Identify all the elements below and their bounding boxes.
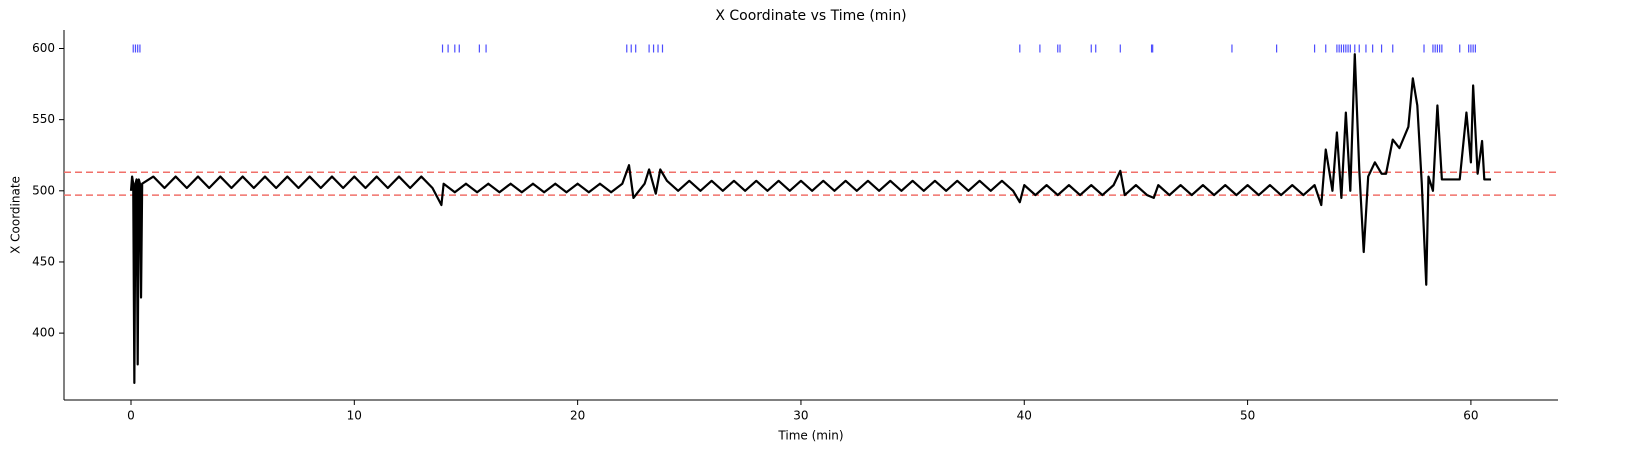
y-tick-label: 400 — [32, 326, 55, 340]
x-axis-label: Time (min) — [777, 429, 843, 443]
y-tick-label: 500 — [32, 183, 55, 197]
x-tick-label: 50 — [1240, 409, 1255, 423]
x-tick-label: 10 — [347, 409, 362, 423]
data-line — [129, 53, 1491, 385]
y-tick-label: 600 — [32, 41, 55, 55]
x-tick-label: 60 — [1463, 409, 1478, 423]
y-tick-label: 450 — [32, 254, 55, 268]
x-tick-label: 30 — [793, 409, 808, 423]
x-tick-label: 40 — [1017, 409, 1032, 423]
x-tick-label: 20 — [570, 409, 585, 423]
chart-title: X Coordinate vs Time (min) — [715, 8, 906, 24]
y-tick-label: 550 — [32, 112, 55, 126]
y-axis-label: X Coordinate — [9, 176, 23, 254]
x-tick-label: 0 — [127, 409, 135, 423]
